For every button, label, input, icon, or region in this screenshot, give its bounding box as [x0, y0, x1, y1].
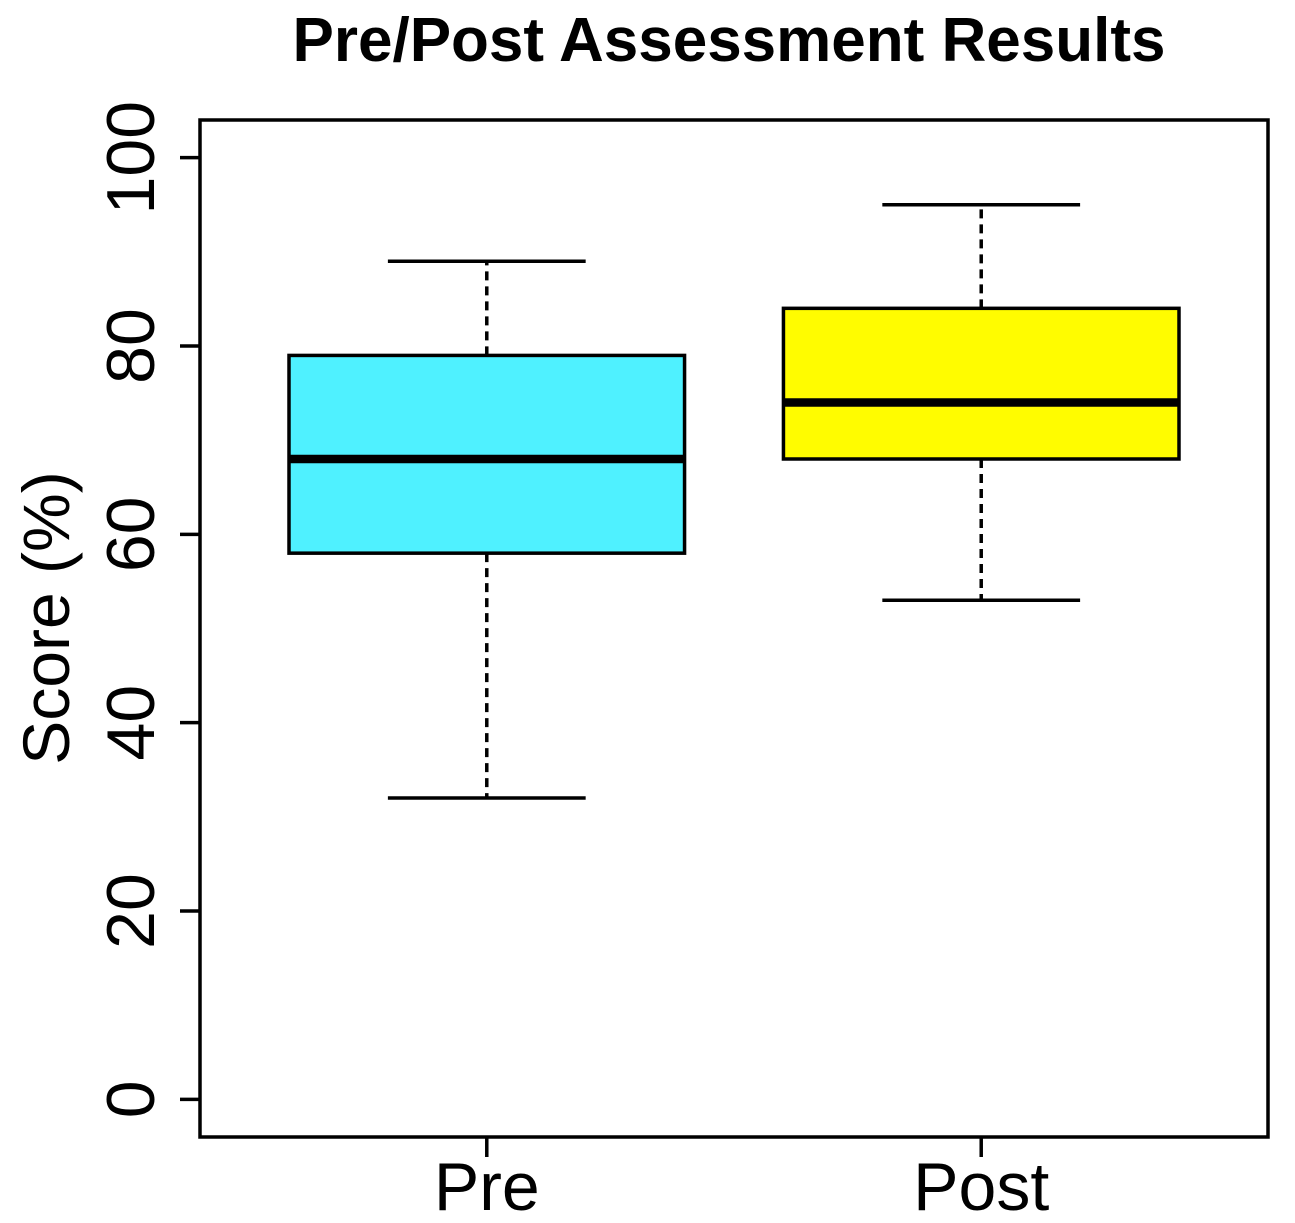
y-tick-label: 40 — [93, 685, 169, 761]
plot-border — [198, 118, 1270, 1139]
boxplot-post-box — [781, 306, 1181, 461]
y-tick-label: 20 — [93, 873, 169, 949]
y-tick-label: 60 — [93, 497, 169, 573]
x-category-label: Post — [913, 1149, 1049, 1223]
boxplot-pre-box — [287, 353, 687, 555]
y-tick-label: 80 — [93, 308, 169, 384]
x-category-label: Pre — [434, 1149, 540, 1223]
y-tick-label: 100 — [93, 101, 169, 214]
chart-title: Pre/Post Assessment Results — [292, 6, 1166, 75]
y-tick-label: 0 — [93, 1080, 169, 1118]
